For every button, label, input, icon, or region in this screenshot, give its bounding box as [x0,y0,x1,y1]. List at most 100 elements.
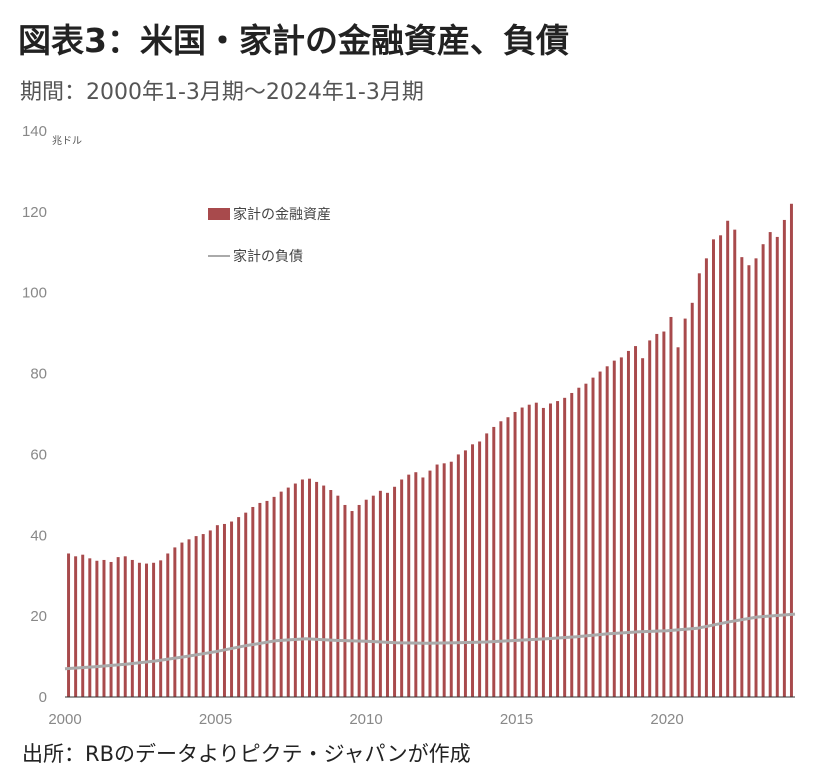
legend: 家計の金融資産 家計の負債 [208,206,331,265]
asset-bar [662,331,666,697]
asset-bar [88,558,92,697]
asset-bar [137,562,141,697]
asset-bar [449,461,453,697]
y-tick-label: 20 [30,608,47,625]
asset-bar [385,492,389,697]
asset-bar [754,258,758,697]
asset-bar [173,547,177,697]
asset-bar [421,477,425,697]
asset-bar [612,360,616,697]
asset-bar [704,258,708,697]
asset-bar [676,347,680,697]
y-tick-label: 0 [39,689,47,706]
asset-bar [428,470,432,697]
asset-bar [329,490,333,697]
asset-bar [726,220,730,697]
asset-bar [201,534,205,697]
chart-title: 図表3：米国・家計の金融資産、負債 [18,21,569,60]
asset-bar [541,407,545,697]
asset-bar [626,350,630,697]
asset-bar [520,407,524,697]
asset-bar [230,521,234,697]
asset-bar [364,499,368,697]
asset-bar [322,485,326,697]
y-tick-label: 80 [30,366,47,383]
legend-liabilities-label: 家計の負債 [233,248,303,265]
asset-bar [463,450,467,697]
asset-bar [166,553,170,697]
asset-bar [761,244,765,697]
asset-bar [237,517,241,697]
asset-bar [747,265,751,697]
asset-bar [456,454,460,697]
asset-bar [712,239,715,697]
y-tick-label: 40 [30,527,47,544]
asset-bar [548,403,552,697]
asset-bar [740,257,744,697]
asset-bar [208,530,212,697]
asset-bar [308,478,312,697]
asset-bar [563,397,567,697]
asset-bar [414,472,418,697]
asset-bar [123,556,127,697]
asset-bar [513,411,517,697]
asset-bar [782,219,786,697]
asset-bar [400,479,404,697]
asset-bar [733,229,737,697]
asset-bar [159,560,163,697]
asset-bar [634,346,638,697]
asset-bar [95,560,99,697]
y-tick-label: 100 [22,285,47,302]
asset-bar [357,504,361,697]
asset-bar [343,504,347,697]
y-tick-label: 120 [22,204,47,221]
asset-bar [407,474,411,697]
asset-bar [641,358,645,697]
asset-bar [683,318,687,697]
legend-assets-swatch [208,208,230,220]
asset-bar [789,203,793,697]
asset-bar [492,426,496,697]
x-tick-label: 2010 [349,711,382,728]
asset-bar [485,433,489,697]
asset-bar [251,506,255,697]
asset-bar [577,387,581,697]
asset-bar [435,464,439,697]
y-tick-label: 60 [30,446,47,463]
asset-bar [478,441,482,697]
asset-bar [570,392,574,697]
asset-bar [81,554,85,697]
x-tick-label: 2015 [500,711,533,728]
asset-bar [315,481,319,697]
chart-subtitle: 期間：2000年1-3月期〜2024年1-3月期 [20,80,424,105]
x-tick-label: 2005 [199,711,232,728]
asset-bar [471,444,475,697]
asset-bar [187,539,191,697]
asset-bar [180,542,184,697]
asset-bar [336,495,340,697]
asset-bar [768,232,772,698]
y-tick-label: 140 [22,123,47,140]
asset-bar [279,491,283,697]
asset-bar [378,490,382,697]
asset-bar [102,559,106,697]
asset-bar [534,402,538,697]
asset-bar [442,463,446,697]
asset-bar [598,371,602,697]
x-tick-label: 2000 [48,711,81,728]
asset-bar [265,500,269,697]
asset-bar [109,561,113,697]
asset-bar [145,563,148,697]
asset-bar [116,557,120,697]
legend-assets-label: 家計の金融資産 [233,206,331,223]
asset-bar [74,556,78,697]
asset-bar [655,333,659,697]
liabilities-line [64,612,796,671]
asset-bar [393,486,397,697]
asset-bar [648,340,652,697]
y-unit-label: 兆ドル [52,135,82,147]
asset-bar [527,404,531,697]
asset-bar [244,512,248,697]
asset-bar [300,479,304,697]
asset-bar [719,235,723,697]
